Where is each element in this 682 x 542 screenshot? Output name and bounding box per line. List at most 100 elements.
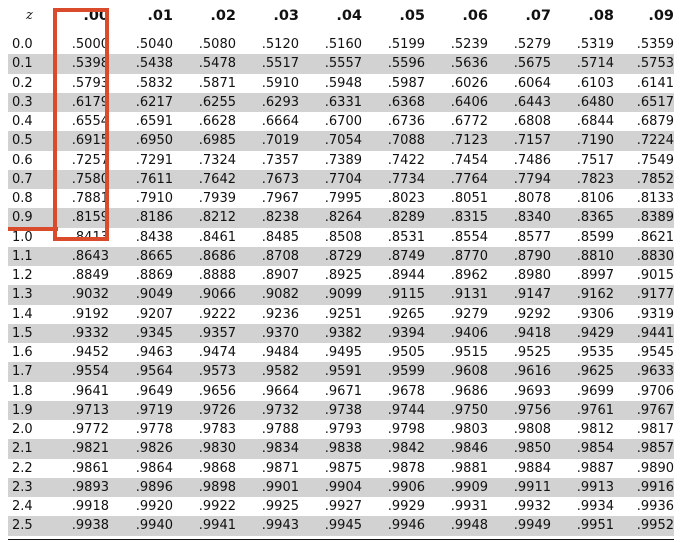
probability-cell: .8238 <box>261 210 299 226</box>
probability-cell: .9803 <box>450 422 488 437</box>
probability-cell: .9706 <box>636 383 674 399</box>
probability-cell: .9306 <box>576 306 614 322</box>
probability-cell: .9319 <box>636 306 674 322</box>
probability-cell: .8665 <box>135 248 173 264</box>
probability-cell: .5557 <box>324 56 362 72</box>
probability-cell: .9941 <box>198 518 236 534</box>
probability-cell: .9887 <box>576 460 614 476</box>
probability-cell: .9756 <box>513 402 551 418</box>
probability-cell: .9452 <box>71 345 109 360</box>
probability-cell: .9884 <box>513 460 551 476</box>
z-value-cell: 2.0 <box>12 422 33 437</box>
probability-cell: .6026 <box>450 75 488 91</box>
probability-cell: .9131 <box>450 287 488 303</box>
probability-cell: .5000 <box>71 37 109 52</box>
probability-cell: .9898 <box>198 479 236 495</box>
probability-cell: .7054 <box>324 133 362 149</box>
probability-cell: .8389 <box>636 210 674 226</box>
probability-cell: .5753 <box>636 56 674 72</box>
probability-cell: .9582 <box>261 364 299 380</box>
probability-cell: .5793 <box>71 75 109 91</box>
probability-cell: .9788 <box>261 422 299 437</box>
probability-cell: .9370 <box>261 325 299 341</box>
probability-cell: .9812 <box>576 422 614 437</box>
probability-cell: .9842 <box>387 441 425 457</box>
probability-cell: .9778 <box>135 422 173 437</box>
probability-cell: .7454 <box>450 152 488 168</box>
probability-cell: .8051 <box>450 191 488 206</box>
header-col: .06 <box>462 8 488 24</box>
probability-cell: .7123 <box>450 133 488 149</box>
probability-cell: .8413 <box>71 229 109 245</box>
probability-cell: .5080 <box>198 37 236 52</box>
probability-cell: .9082 <box>261 287 299 303</box>
probability-cell: .5199 <box>387 37 425 52</box>
probability-cell: .6255 <box>198 94 236 110</box>
probability-cell: .9927 <box>324 499 362 514</box>
probability-cell: .9608 <box>450 364 488 380</box>
probability-cell: .6217 <box>135 94 173 110</box>
probability-cell: .8485 <box>261 229 299 245</box>
table-header-row: z .00 .01 .02 .03 .04 .05 .06 .07 .08 .09 <box>8 3 674 29</box>
probability-cell: .9032 <box>71 287 109 303</box>
header-col: .04 <box>336 8 362 24</box>
probability-cell: .9767 <box>636 402 674 418</box>
probability-cell: .9015 <box>636 268 674 283</box>
probability-cell: .9864 <box>135 460 173 476</box>
probability-cell: .9826 <box>135 441 173 457</box>
z-value-cell: 0.6 <box>12 152 33 168</box>
probability-cell: .7939 <box>198 191 236 206</box>
probability-cell: .5636 <box>450 56 488 72</box>
header-col: .05 <box>399 8 425 24</box>
probability-cell: .8078 <box>513 191 551 206</box>
probability-cell: .9505 <box>387 345 425 360</box>
probability-cell: .9934 <box>576 499 614 514</box>
header-col: .09 <box>648 8 674 24</box>
probability-cell: .8159 <box>71 210 109 226</box>
z-value-cell: 2.5 <box>12 518 33 534</box>
probability-cell: .5398 <box>71 56 109 72</box>
probability-cell: .9875 <box>324 460 362 476</box>
table-row: 0.9 .8159 .8186 .8212 .8238 .8264 .8289 .8315 .8… <box>8 208 674 228</box>
probability-cell: .8186 <box>135 210 173 226</box>
probability-cell: .9406 <box>450 325 488 341</box>
probability-cell: .9761 <box>576 402 614 418</box>
probability-cell: .7823 <box>576 171 614 187</box>
probability-cell: .6915 <box>71 133 109 149</box>
probability-cell: .5478 <box>198 56 236 72</box>
table-row: 1.4 .9192 .9207 .9222 .9236 .9251 .9265 .9279 .9… <box>8 305 674 324</box>
probability-cell: .7019 <box>261 133 299 149</box>
probability-cell: .9846 <box>450 441 488 457</box>
probability-cell: .9147 <box>513 287 551 303</box>
probability-cell: .7357 <box>261 152 299 168</box>
probability-cell: .6480 <box>576 94 614 110</box>
probability-cell: .8925 <box>324 268 362 283</box>
probability-cell: .9573 <box>198 364 236 380</box>
probability-cell: .6368 <box>387 94 425 110</box>
z-value-cell: 0.4 <box>12 114 33 129</box>
probability-cell: .9633 <box>636 364 674 380</box>
probability-cell: .7734 <box>387 171 425 187</box>
probability-cell: .9332 <box>71 325 109 341</box>
table-row: 2.4 .9918 .9920 .9922 .9925 .9927 .9929 .9931 .9… <box>8 497 674 516</box>
probability-cell: .9952 <box>636 518 674 534</box>
header-z: z <box>26 8 33 23</box>
probability-cell: .9177 <box>636 287 674 303</box>
probability-cell: .9878 <box>387 460 425 476</box>
probability-cell: .7257 <box>71 152 109 168</box>
table-row: 0.1 .5398 .5438 .5478 .5517 .5557 .5596 .5636 .5… <box>8 54 674 74</box>
table-row: 1.8 .9641 .9649 .9656 .9664 .9671 .9678 .9686 .9… <box>8 382 674 401</box>
probability-cell: .9772 <box>71 422 109 437</box>
probability-cell: .9192 <box>71 306 109 322</box>
table-row: 1.6 .9452 .9463 .9474 .9484 .9495 .9505 .9515 .9… <box>8 343 674 362</box>
probability-cell: .9922 <box>198 499 236 514</box>
probability-cell: .8686 <box>198 248 236 264</box>
probability-cell: .9893 <box>71 479 109 495</box>
probability-cell: .8212 <box>198 210 236 226</box>
probability-cell: .9535 <box>576 345 614 360</box>
probability-cell: .7549 <box>636 152 674 168</box>
table-row: 0.3 .6179 .6217 .6255 .6293 .6331 .6368 .6406 .6… <box>8 92 674 112</box>
probability-cell: .8508 <box>324 229 362 245</box>
probability-cell: .8888 <box>198 268 236 283</box>
table-row: 1.9 .9713 .9719 .9726 .9732 .9738 .9744 .9750 .9… <box>8 400 674 420</box>
